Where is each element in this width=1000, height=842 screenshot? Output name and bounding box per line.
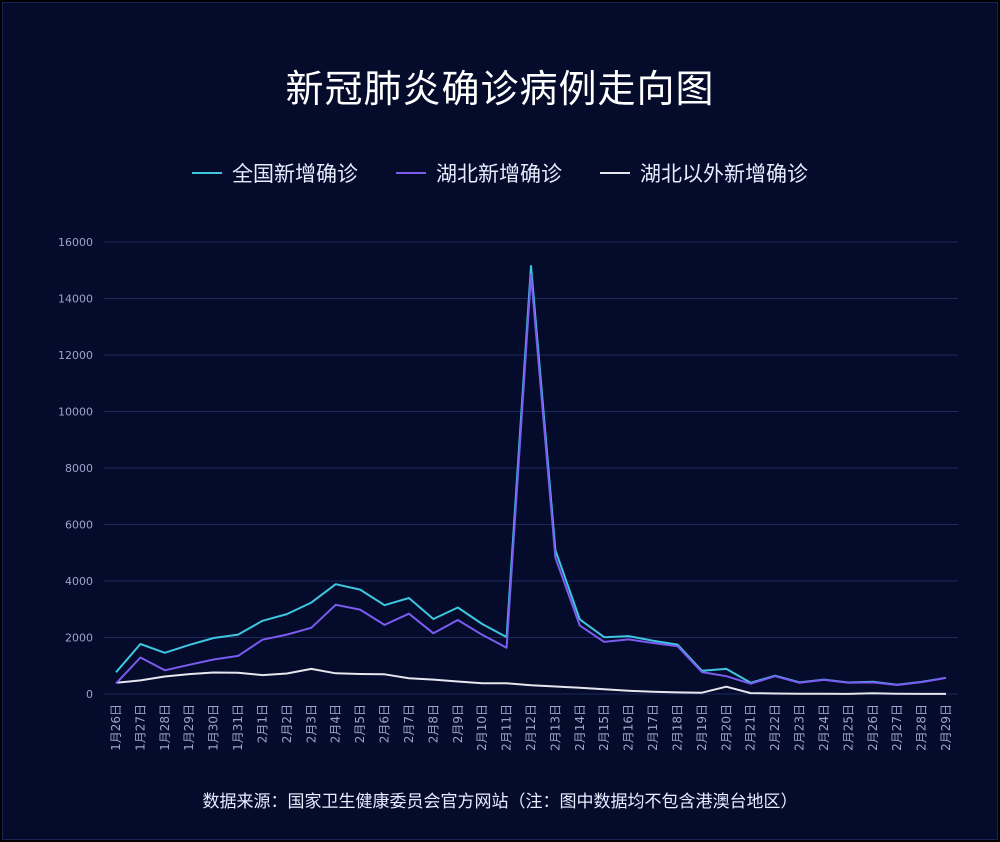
x-tick-label: 2月29日 [939, 704, 953, 751]
y-tick-label: 6000 [65, 519, 93, 532]
x-tick-label: 2月11日 [500, 704, 514, 751]
x-tick-label: 2月10日 [475, 704, 489, 751]
chart-title: 新冠肺炎确诊病例走向图 [285, 67, 715, 111]
x-tick-label: 2月18日 [670, 704, 684, 751]
x-tick-label: 1月26日 [109, 704, 123, 751]
x-tick-label: 2月12日 [524, 704, 538, 751]
x-tick-label: 2月8日 [426, 704, 440, 743]
legend-label-national: 全国新增确诊 [232, 162, 358, 186]
x-tick-label: 2月28日 [915, 704, 929, 751]
series-line-0 [115, 265, 947, 686]
source-note: 数据来源：国家卫生健康委员会官方网站（注：图中数据均不包含港澳台地区） [202, 792, 798, 812]
y-tick-label: 8000 [65, 462, 93, 475]
legend-item-national[interactable]: 全国新增确诊 [192, 158, 358, 188]
x-tick-label: 2月23日 [793, 704, 807, 751]
x-tick-label: 2月21日 [744, 704, 758, 751]
legend-swatch-national [192, 172, 222, 174]
series-line-1 [115, 273, 947, 686]
y-tick-label: 16000 [58, 236, 93, 249]
x-tick-label: 2月16日 [622, 704, 636, 751]
x-tick-label: 2月15日 [597, 704, 611, 751]
x-tick-label: 2月19日 [695, 704, 709, 751]
legend-label-outside-hubei: 湖北以外新增确诊 [640, 162, 808, 186]
legend-label-hubei: 湖北新增确诊 [436, 162, 562, 186]
x-tick-label: 2月7日 [402, 704, 416, 743]
x-tick-label: 1月31日 [231, 704, 245, 751]
x-tick-label: 2月3日 [304, 704, 318, 743]
x-tick-label: 2月17日 [646, 704, 660, 751]
x-tick-label: 2月24日 [817, 704, 831, 751]
legend-item-outside-hubei[interactable]: 湖北以外新增确诊 [600, 158, 808, 188]
x-tick-label: 2月6日 [378, 704, 392, 743]
y-tick-label: 14000 [58, 293, 93, 306]
x-tick-label: 2月25日 [841, 704, 855, 751]
y-tick-label: 0 [86, 688, 93, 701]
x-tick-label: 1月27日 [133, 704, 147, 751]
y-tick-label: 10000 [58, 406, 93, 419]
x-tick-label: 2月20日 [719, 704, 733, 751]
series-line-2 [115, 667, 946, 695]
legend-item-hubei[interactable]: 湖北新增确诊 [396, 158, 562, 188]
x-tick-label: 2月4日 [329, 704, 343, 743]
x-tick-label: 2月2日 [280, 704, 294, 743]
x-tick-label: 1月29日 [182, 704, 196, 751]
x-tick-label: 2月9日 [451, 704, 465, 743]
y-tick-label: 4000 [65, 575, 93, 588]
x-tick-label: 2月13日 [548, 704, 562, 751]
x-tick-label: 2月27日 [890, 704, 904, 751]
y-tick-label: 2000 [65, 632, 93, 645]
x-tick-label: 2月5日 [353, 704, 367, 743]
x-tick-label: 2月1日 [255, 704, 269, 743]
x-tick-label: 2月22日 [768, 704, 782, 751]
legend-swatch-hubei [396, 172, 426, 174]
x-tick-label: 2月26日 [866, 704, 880, 751]
x-tick-label: 2月14日 [573, 704, 587, 751]
legend-swatch-outside-hubei [600, 172, 630, 174]
x-tick-label: 1月28日 [158, 704, 172, 751]
legend: 全国新增确诊 湖北新增确诊 湖北以外新增确诊 [0, 158, 1000, 188]
x-tick-label: 1月30日 [207, 704, 221, 751]
y-tick-label: 12000 [58, 349, 93, 362]
